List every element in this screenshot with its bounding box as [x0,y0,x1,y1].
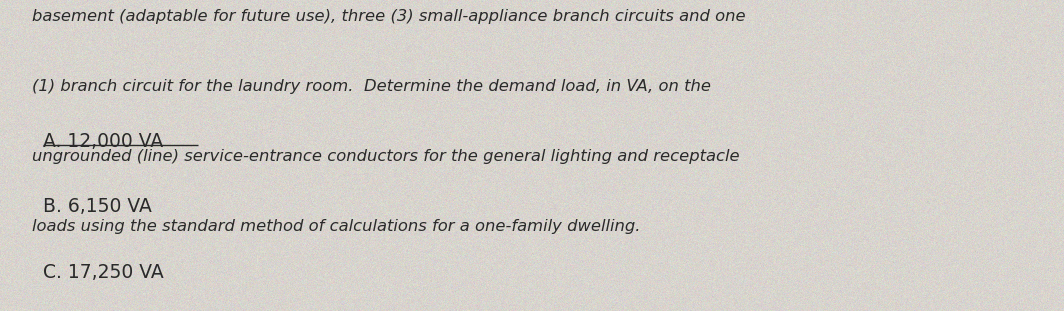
Text: B. 6,150 VA: B. 6,150 VA [43,197,151,216]
Text: basement (adaptable for future use), three (3) small-appliance branch circuits a: basement (adaptable for future use), thr… [32,9,746,24]
Text: A. 12,000 VA: A. 12,000 VA [43,132,163,151]
Text: ungrounded (line) service-entrance conductors for the general lighting and recep: ungrounded (line) service-entrance condu… [32,149,739,164]
Text: (1) branch circuit for the laundry room.  Determine the demand load, in VA, on t: (1) branch circuit for the laundry room.… [32,79,711,94]
Text: C. 17,250 VA: C. 17,250 VA [43,263,163,282]
Text: loads using the standard method of calculations for a one-family dwelling.: loads using the standard method of calcu… [32,219,641,234]
